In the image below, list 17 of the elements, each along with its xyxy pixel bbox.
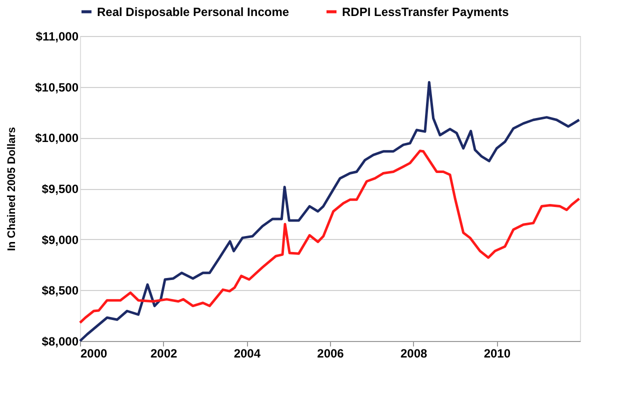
y-tick-label: $9,000 <box>42 232 79 247</box>
x-tick-label: 2004 <box>234 346 261 360</box>
x-tick-label: 2000 <box>80 346 108 360</box>
y-tick-label: $8,000 <box>42 334 79 348</box>
x-tick-label: 2008 <box>400 346 428 360</box>
legend-label: Real Disposable Personal Income <box>97 4 290 19</box>
x-tick-label: 2006 <box>317 346 344 360</box>
y-axis-title: In Chained 2005 Dollars <box>6 126 18 252</box>
legend-label: RDPI LessTransfer Payments <box>342 4 510 19</box>
y-tick-label: $8,500 <box>42 284 79 298</box>
line-series <box>78 150 580 324</box>
y-tick-label: $10,000 <box>35 131 79 146</box>
x-tick-label: 2010 <box>484 346 511 360</box>
y-tick-label: $11,000 <box>36 30 79 44</box>
x-tick-label: 2002 <box>150 346 178 360</box>
y-tick-label: $10,500 <box>35 80 79 94</box>
y-tick-label: $9,500 <box>42 182 79 196</box>
